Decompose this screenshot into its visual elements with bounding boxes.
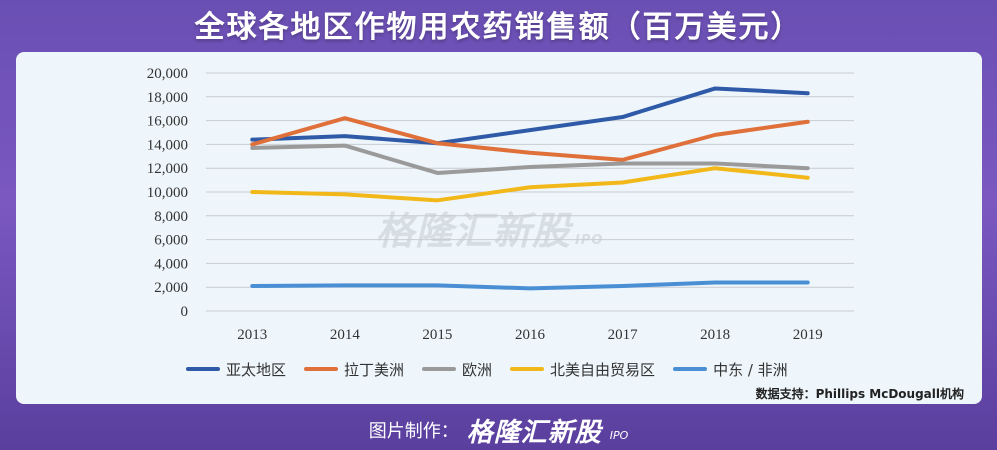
- y-tick-label: 14,000: [147, 137, 188, 153]
- series-line-北美自由贸易区: [250, 166, 810, 203]
- legend-item: 拉丁美洲: [304, 359, 404, 380]
- y-tick-label: 16,000: [147, 114, 188, 130]
- y-tick-label: 20,000: [147, 66, 188, 82]
- legend-item: 北美自由贸易区: [510, 359, 655, 380]
- legend-swatch: [673, 367, 708, 371]
- y-tick-label: 8,000: [154, 209, 188, 225]
- series-line-欧洲: [250, 143, 810, 175]
- line-chart: 0 2,000 4,000 6,000 8,000 10,000 12,000 14,000 1…: [147, 66, 854, 343]
- x-tick-label: 2014: [330, 327, 361, 343]
- y-tick-label: 0: [181, 304, 189, 320]
- chart-title: 全球各地区作物用农药销售额（百万美元）: [194, 10, 803, 45]
- y-tick-label: 4,000: [154, 256, 188, 272]
- watermark-sub: IPO: [575, 233, 604, 248]
- legend-label: 欧洲: [462, 360, 493, 379]
- x-tick-label: 2015: [422, 327, 452, 343]
- y-tick-label: 18,000: [147, 90, 188, 106]
- footer-sub: IPO: [609, 428, 629, 442]
- legend-label: 拉丁美洲: [344, 360, 405, 379]
- x-tick-label: 2013: [237, 327, 267, 343]
- watermark-brand: 格隆汇新股: [376, 209, 572, 253]
- x-tick-label: 2019: [793, 327, 823, 343]
- legend-label: 北美自由贸易区: [550, 360, 656, 379]
- watermark: 格隆汇新股 IPO: [376, 200, 603, 255]
- y-tick-label: 2,000: [154, 280, 188, 296]
- legend-swatch: [186, 367, 220, 371]
- series-line-拉丁美洲: [250, 116, 810, 162]
- legend-swatch: [510, 367, 545, 371]
- legend-label: 中东 / 非洲: [713, 360, 788, 379]
- x-tick-label: 2016: [515, 327, 546, 343]
- y-tick-label: 10,000: [147, 185, 188, 201]
- series-line-亚太地区: [250, 86, 810, 146]
- series-line-中东 / 非洲: [250, 280, 810, 291]
- legend-item: 欧洲: [422, 359, 492, 380]
- legend-item: 中东 / 非洲: [673, 359, 788, 380]
- footer-label: 图片制作：: [368, 421, 459, 442]
- legend-swatch: [422, 367, 457, 371]
- x-tick-label: 2017: [608, 327, 639, 343]
- legend-label: 亚太地区: [226, 360, 287, 379]
- x-tick-label: 2018: [700, 327, 730, 343]
- y-tick-label: 12,000: [147, 161, 188, 177]
- chart-panel: 格隆汇新股 IPO 0 2,000 4,000 6,000 8,000 10,000 12,0…: [16, 52, 982, 404]
- footer: 图片制作： 格隆汇新股 IPO: [0, 410, 997, 450]
- footer-brand: 格隆汇新股: [466, 417, 602, 448]
- legend-item: 亚太地区: [186, 359, 286, 380]
- y-tick-label: 6,000: [154, 233, 188, 249]
- chart-legend: 亚太地区 拉丁美洲 欧洲 北美自由贸易区 中东 / 非洲: [186, 357, 788, 381]
- data-source: 数据支持：Phillips McDougall机构: [755, 387, 964, 401]
- legend-swatch: [304, 367, 339, 371]
